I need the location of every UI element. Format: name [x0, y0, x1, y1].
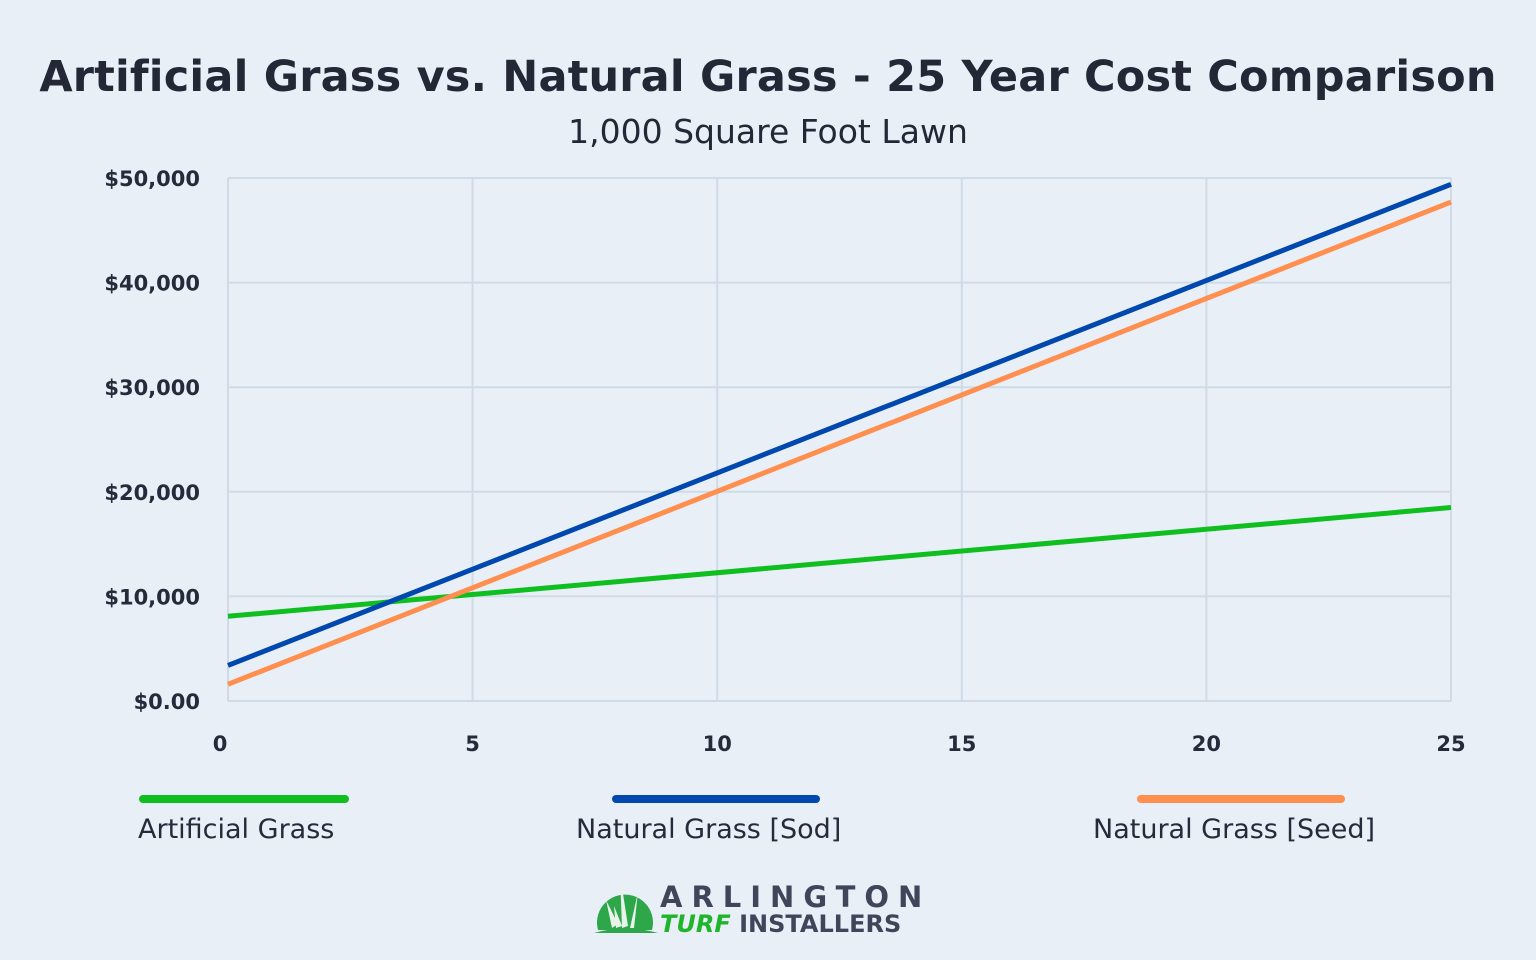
x-tick-label: 15 [947, 732, 976, 756]
x-tick-label: 10 [703, 732, 732, 756]
series-line-2 [227, 181, 1452, 668]
y-tick-label: $30,000 [104, 376, 200, 400]
x-tick-label: 25 [1436, 732, 1465, 756]
chart-subtitle: 1,000 Square Foot Lawn [568, 112, 968, 151]
y-tick-label: $50,000 [104, 167, 200, 191]
legend-label: Artificial Grass [138, 814, 334, 845]
logo-text-turf: TURF [660, 910, 731, 938]
x-tick-label: 0 [213, 732, 228, 756]
y-tick-label: $10,000 [104, 585, 200, 609]
y-tick-label: $0.00 [134, 690, 200, 714]
arlington-turf-logo: ARLINGTON TURF INSTALLERS [592, 870, 922, 940]
chart-title: Artificial Grass vs. Natural Grass - 25 … [39, 52, 1497, 102]
legend-label: Natural Grass [Sod] [576, 814, 841, 845]
x-tick-label: 5 [465, 732, 480, 756]
x-tick-label: 20 [1192, 732, 1221, 756]
y-tick-label: $20,000 [104, 481, 200, 505]
grass-logo-icon [594, 874, 658, 933]
logo-text-arlington: ARLINGTON [660, 880, 932, 914]
logo-text-installers: INSTALLERS [739, 910, 902, 938]
series-line-3 [227, 199, 1452, 687]
legend-label: Natural Grass [Seed] [1093, 814, 1375, 845]
series-line-1 [227, 504, 1452, 619]
y-tick-label: $40,000 [104, 272, 200, 296]
